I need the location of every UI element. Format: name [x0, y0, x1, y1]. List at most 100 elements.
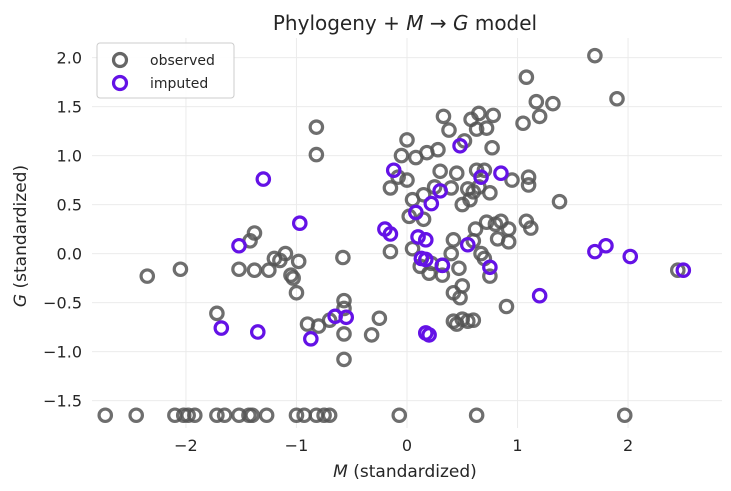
observed-point: [454, 278, 471, 294]
legend-label-imputed: imputed: [150, 76, 208, 92]
observed-point: [504, 172, 520, 188]
imputed-point: [452, 137, 468, 154]
imputed-point: [249, 324, 266, 340]
y-tick-label: 0.0: [57, 245, 82, 264]
observed-point: [371, 310, 388, 327]
observed-point: [520, 169, 537, 185]
imputed-point: [622, 248, 639, 265]
y-axis-label: G (standardized): [11, 165, 31, 307]
imputed-point: [338, 309, 355, 326]
observed-point: [545, 95, 561, 112]
observed-point: [482, 185, 498, 201]
observed-point: [336, 300, 352, 317]
x-tick-label: −2: [174, 436, 198, 455]
observed-point: [246, 225, 263, 241]
observed-point: [478, 214, 495, 231]
observed-point: [216, 407, 233, 424]
observed-point: [485, 107, 502, 124]
imputed-point: [423, 195, 440, 212]
observed-point: [209, 305, 225, 322]
observed-point: [308, 146, 325, 163]
observed-point: [391, 407, 408, 424]
imputed-point: [421, 327, 437, 343]
observed-point: [244, 407, 261, 424]
observed-point: [531, 108, 548, 125]
imputed-point: [531, 287, 548, 304]
observed-point: [468, 121, 485, 137]
observed-point: [522, 220, 539, 236]
imputed-point: [417, 251, 434, 268]
imputed-point: [410, 229, 426, 245]
y-tick-label: −0.5: [43, 294, 82, 313]
imputed-point: [417, 232, 434, 248]
observed-point: [382, 180, 399, 196]
observed-point: [441, 122, 457, 138]
observed-point: [399, 132, 415, 148]
y-tick-label: 2.0: [57, 49, 82, 68]
observed-point: [448, 165, 465, 182]
imputed-point: [213, 320, 230, 336]
legend: observed imputed: [96, 42, 235, 99]
observed-point: [393, 147, 410, 164]
observed-point: [478, 120, 495, 136]
observed-point: [288, 407, 305, 424]
observed-point: [336, 326, 352, 342]
imputed-point: [231, 237, 247, 254]
y-tick-label: −1.0: [43, 343, 82, 362]
observed-point: [336, 351, 352, 368]
observed-point: [669, 262, 686, 279]
observed-point: [515, 115, 531, 132]
observed-point: [616, 407, 633, 424]
x-axis-label: M (standardized): [333, 462, 477, 482]
observed-point: [468, 407, 485, 424]
imputed-point: [303, 331, 319, 347]
observed-point: [277, 245, 294, 262]
observed-point: [435, 108, 452, 125]
legend-frame: [96, 42, 235, 99]
observed-point: [261, 262, 277, 279]
observed-point: [336, 292, 352, 309]
imputed-point: [493, 165, 509, 182]
observed-point: [258, 407, 275, 424]
observed-point: [97, 407, 114, 424]
observed-point: [493, 213, 509, 230]
series-imputed: [213, 137, 692, 347]
x-tick-label: 0: [402, 436, 412, 455]
observed-point: [609, 90, 625, 107]
data-points: [97, 47, 692, 424]
imputed-point: [382, 226, 399, 242]
observed-point: [432, 163, 448, 180]
imputed-point: [408, 204, 424, 221]
observed-point: [587, 47, 603, 64]
observed-point: [520, 177, 537, 193]
observed-point: [209, 407, 225, 424]
imputed-point: [459, 236, 476, 253]
observed-point: [498, 298, 515, 315]
y-tick-label: −1.5: [43, 392, 82, 411]
imputed-point: [434, 257, 451, 274]
observed-point: [128, 407, 145, 424]
observed-point: [290, 253, 307, 270]
observed-point: [172, 261, 189, 278]
observed-point: [500, 221, 517, 237]
observed-point: [399, 172, 415, 188]
imputed-point: [385, 162, 402, 179]
observed-point: [551, 193, 568, 210]
observed-point: [404, 240, 421, 257]
observed-point: [462, 191, 478, 208]
legend-marker-observed: [111, 51, 129, 69]
observed-point: [484, 139, 500, 156]
observed-point: [471, 105, 487, 122]
x-axis-ticks: −2 −1 0 1 2: [174, 436, 633, 455]
y-tick-label: 1.5: [57, 98, 82, 117]
imputed-point: [473, 169, 489, 185]
observed-point: [482, 268, 498, 284]
y-tick-label: 1.0: [57, 147, 82, 166]
observed-point: [180, 407, 196, 424]
x-tick-label: −1: [285, 436, 309, 455]
observed-point: [382, 243, 399, 260]
observed-point: [434, 267, 451, 283]
observed-point: [500, 234, 517, 250]
y-axis-ticks: −1.5 −1.0 −0.5 0.0 0.5 1.0 1.5 2.0: [43, 49, 82, 411]
